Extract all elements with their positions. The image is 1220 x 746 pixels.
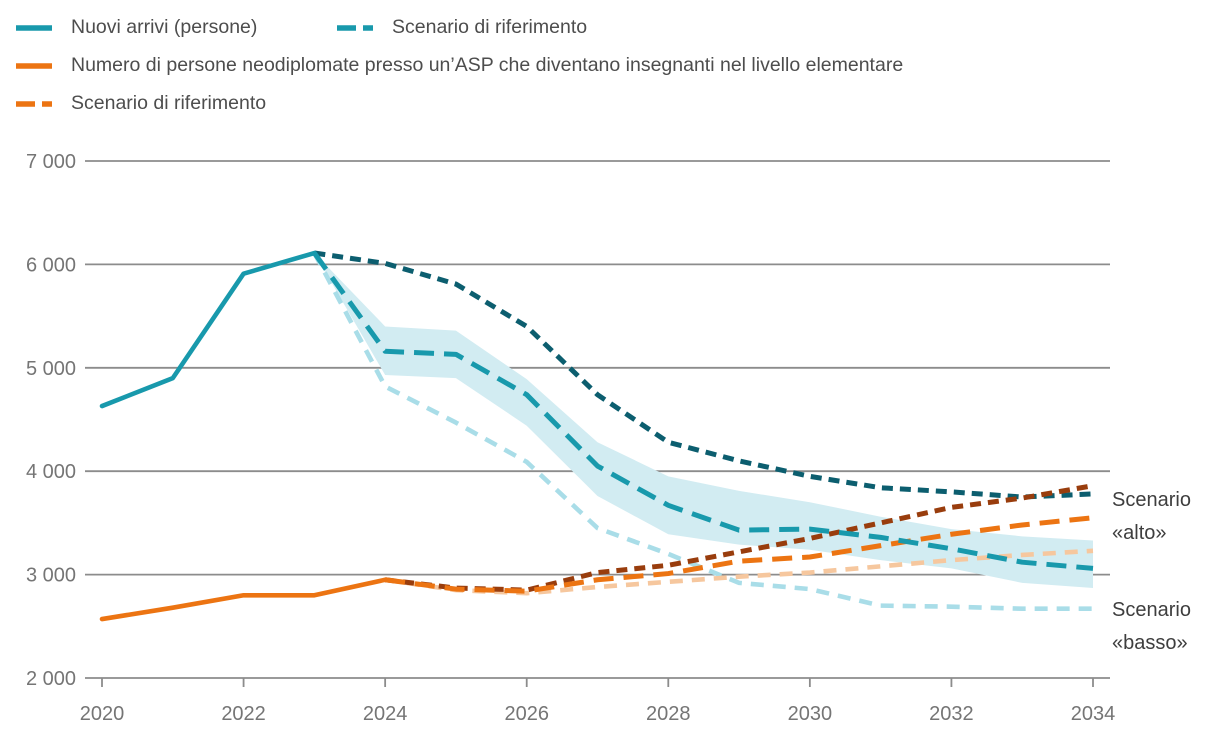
legend-item-neodiplomate: Numero di persone neodiplomate presso un… xyxy=(14,54,903,77)
series-nuovi-arrivi xyxy=(99,250,317,409)
legend-swatch-dashed-teal xyxy=(337,24,373,31)
y-tick-label-6000: 6 000 xyxy=(26,254,76,276)
x-tick-label-2022: 2022 xyxy=(221,703,266,725)
y-tick-label-2000: 2 000 xyxy=(26,668,76,690)
x-tick-label-2034: 2034 xyxy=(1071,703,1116,725)
legend-swatch-solid-teal xyxy=(16,24,52,31)
series-nuovi-arrivi-scenario-riferimento xyxy=(312,251,1094,571)
legend-swatch-solid-orange xyxy=(16,62,52,69)
x-tick-label-2024: 2024 xyxy=(363,703,408,725)
legend-label: Numero di persone neodiplomate presso un… xyxy=(71,54,904,76)
legend-label: Scenario di riferimento xyxy=(71,92,267,114)
legend-label: Nuovi arrivi (persone) xyxy=(71,16,258,38)
confidence-band-nuovi-arrivi xyxy=(314,253,1093,589)
series-neodiplomate-scenario-alto xyxy=(384,483,1094,593)
y-tick-label-5000: 5 000 xyxy=(26,358,76,380)
x-tick-label-2020: 2020 xyxy=(80,703,125,725)
legend-swatch-dashed-orange xyxy=(16,100,52,107)
legend-label: Scenario di riferimento xyxy=(392,16,588,38)
annotation-scenario-basso: Scenario «basso» xyxy=(1112,599,1191,654)
x-tick-label-2028: 2028 xyxy=(646,703,691,725)
x-tick-label-2026: 2026 xyxy=(504,703,549,725)
series-neodiplomate xyxy=(99,577,388,622)
y-tick-label-4000: 4 000 xyxy=(26,461,76,483)
x-tick-label-2032: 2032 xyxy=(929,703,974,725)
y-tick-label-3000: 3 000 xyxy=(26,565,76,587)
legend-item-nuovi-arrivi: Nuovi arrivi (persone) xyxy=(14,16,257,39)
y-tick-label-7000: 7 000 xyxy=(26,151,76,173)
series-neodiplomate-scenario-basso xyxy=(384,548,1094,596)
legend-item-riferimento-teal: Scenario di riferimento xyxy=(335,16,587,39)
x-tick-label-2030: 2030 xyxy=(788,703,833,725)
annotation-scenario-alto: Scenario «alto» xyxy=(1112,489,1191,544)
legend-item-riferimento-orange: Scenario di riferimento xyxy=(14,92,266,115)
series-nuovi-arrivi-scenario-alto xyxy=(313,250,1094,500)
